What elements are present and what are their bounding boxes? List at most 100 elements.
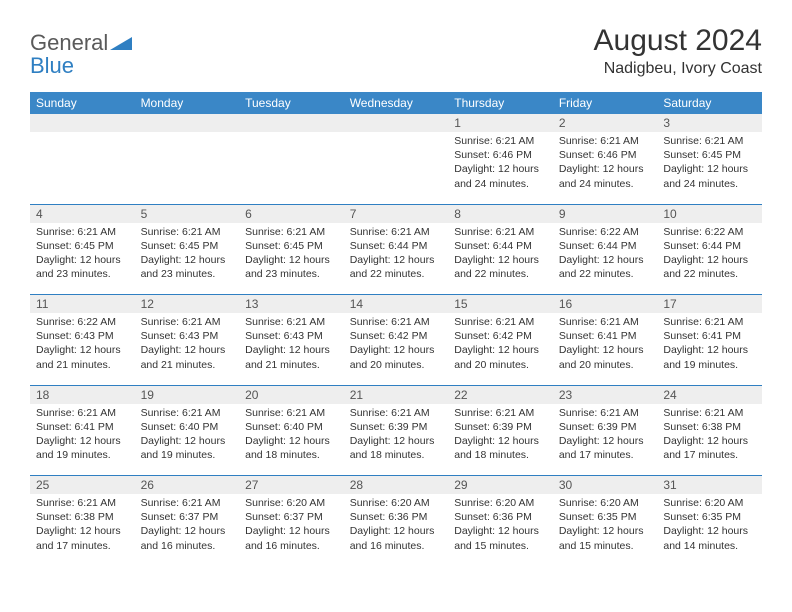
day-number-cell: 4 xyxy=(30,204,135,223)
day-number-cell: 27 xyxy=(239,476,344,495)
day-number-cell: 16 xyxy=(553,295,658,314)
day-header: Saturday xyxy=(657,92,762,114)
day-number-cell: 24 xyxy=(657,385,762,404)
day-header: Friday xyxy=(553,92,658,114)
week-content-row: Sunrise: 6:22 AMSunset: 6:43 PMDaylight:… xyxy=(30,313,762,385)
day-content: Sunrise: 6:21 AMSunset: 6:39 PMDaylight:… xyxy=(553,404,658,469)
day-number: 11 xyxy=(30,295,135,313)
day-content: Sunrise: 6:21 AMSunset: 6:46 PMDaylight:… xyxy=(448,132,553,197)
day-number: 13 xyxy=(239,295,344,313)
day-content-cell xyxy=(344,132,449,204)
day-content-cell xyxy=(135,132,240,204)
day-content-cell: Sunrise: 6:21 AMSunset: 6:42 PMDaylight:… xyxy=(344,313,449,385)
logo-text-1: General xyxy=(30,30,108,55)
day-number-cell: 26 xyxy=(135,476,240,495)
day-number-cell: 20 xyxy=(239,385,344,404)
day-number-cell: 14 xyxy=(344,295,449,314)
day-content: Sunrise: 6:22 AMSunset: 6:44 PMDaylight:… xyxy=(553,223,658,288)
day-content: Sunrise: 6:21 AMSunset: 6:45 PMDaylight:… xyxy=(30,223,135,288)
day-content-cell: Sunrise: 6:22 AMSunset: 6:44 PMDaylight:… xyxy=(553,223,658,295)
day-number xyxy=(30,114,135,132)
day-number: 2 xyxy=(553,114,658,132)
day-content: Sunrise: 6:21 AMSunset: 6:43 PMDaylight:… xyxy=(135,313,240,378)
day-content: Sunrise: 6:20 AMSunset: 6:35 PMDaylight:… xyxy=(553,494,658,559)
week-daynum-row: 25262728293031 xyxy=(30,476,762,495)
day-content-cell: Sunrise: 6:21 AMSunset: 6:43 PMDaylight:… xyxy=(135,313,240,385)
day-number: 12 xyxy=(135,295,240,313)
day-number: 4 xyxy=(30,205,135,223)
day-content-cell: Sunrise: 6:20 AMSunset: 6:35 PMDaylight:… xyxy=(657,494,762,566)
day-number-cell: 13 xyxy=(239,295,344,314)
day-number: 22 xyxy=(448,386,553,404)
day-content: Sunrise: 6:21 AMSunset: 6:42 PMDaylight:… xyxy=(344,313,449,378)
day-content: Sunrise: 6:21 AMSunset: 6:39 PMDaylight:… xyxy=(448,404,553,469)
week-content-row: Sunrise: 6:21 AMSunset: 6:38 PMDaylight:… xyxy=(30,494,762,566)
calendar-table: Sunday Monday Tuesday Wednesday Thursday… xyxy=(30,92,762,566)
day-number xyxy=(344,114,449,132)
day-content: Sunrise: 6:21 AMSunset: 6:43 PMDaylight:… xyxy=(239,313,344,378)
logo-text-2: Blue xyxy=(30,53,74,78)
day-number-cell: 10 xyxy=(657,204,762,223)
day-content-cell: Sunrise: 6:21 AMSunset: 6:41 PMDaylight:… xyxy=(553,313,658,385)
day-number-cell xyxy=(344,114,449,132)
day-number: 21 xyxy=(344,386,449,404)
page-title: August 2024 xyxy=(594,24,762,58)
day-content: Sunrise: 6:21 AMSunset: 6:40 PMDaylight:… xyxy=(135,404,240,469)
day-content: Sunrise: 6:21 AMSunset: 6:40 PMDaylight:… xyxy=(239,404,344,469)
week-content-row: Sunrise: 6:21 AMSunset: 6:46 PMDaylight:… xyxy=(30,132,762,204)
day-number-cell: 23 xyxy=(553,385,658,404)
day-content: Sunrise: 6:21 AMSunset: 6:45 PMDaylight:… xyxy=(135,223,240,288)
logo-triangle-icon xyxy=(110,33,132,55)
day-content: Sunrise: 6:20 AMSunset: 6:37 PMDaylight:… xyxy=(239,494,344,559)
day-number: 24 xyxy=(657,386,762,404)
day-number-cell: 2 xyxy=(553,114,658,132)
day-content-cell: Sunrise: 6:21 AMSunset: 6:39 PMDaylight:… xyxy=(344,404,449,476)
week-daynum-row: 11121314151617 xyxy=(30,295,762,314)
day-number: 17 xyxy=(657,295,762,313)
day-content-cell xyxy=(239,132,344,204)
day-number-cell: 30 xyxy=(553,476,658,495)
day-number: 31 xyxy=(657,476,762,494)
day-number-cell: 15 xyxy=(448,295,553,314)
day-number: 6 xyxy=(239,205,344,223)
day-number-cell xyxy=(239,114,344,132)
day-number-cell: 5 xyxy=(135,204,240,223)
day-number-cell: 7 xyxy=(344,204,449,223)
day-content-cell: Sunrise: 6:21 AMSunset: 6:45 PMDaylight:… xyxy=(135,223,240,295)
day-number: 1 xyxy=(448,114,553,132)
day-number-cell: 9 xyxy=(553,204,658,223)
day-content xyxy=(239,132,344,140)
day-content: Sunrise: 6:21 AMSunset: 6:41 PMDaylight:… xyxy=(553,313,658,378)
day-number: 8 xyxy=(448,205,553,223)
day-content-cell: Sunrise: 6:21 AMSunset: 6:46 PMDaylight:… xyxy=(553,132,658,204)
day-number-cell: 22 xyxy=(448,385,553,404)
day-content-cell: Sunrise: 6:22 AMSunset: 6:43 PMDaylight:… xyxy=(30,313,135,385)
day-content-cell: Sunrise: 6:21 AMSunset: 6:38 PMDaylight:… xyxy=(30,494,135,566)
day-content-cell: Sunrise: 6:20 AMSunset: 6:35 PMDaylight:… xyxy=(553,494,658,566)
calendar-page: GeneralBlue August 2024 Nadigbeu, Ivory … xyxy=(0,0,792,586)
day-content: Sunrise: 6:21 AMSunset: 6:45 PMDaylight:… xyxy=(239,223,344,288)
day-number-cell: 11 xyxy=(30,295,135,314)
day-content: Sunrise: 6:20 AMSunset: 6:36 PMDaylight:… xyxy=(448,494,553,559)
day-header: Tuesday xyxy=(239,92,344,114)
day-content: Sunrise: 6:20 AMSunset: 6:35 PMDaylight:… xyxy=(657,494,762,559)
week-content-row: Sunrise: 6:21 AMSunset: 6:41 PMDaylight:… xyxy=(30,404,762,476)
week-daynum-row: 123 xyxy=(30,114,762,132)
day-content: Sunrise: 6:20 AMSunset: 6:36 PMDaylight:… xyxy=(344,494,449,559)
day-content-cell: Sunrise: 6:21 AMSunset: 6:45 PMDaylight:… xyxy=(239,223,344,295)
day-number: 30 xyxy=(553,476,658,494)
day-header: Monday xyxy=(135,92,240,114)
day-content xyxy=(344,132,449,140)
day-content-cell: Sunrise: 6:21 AMSunset: 6:39 PMDaylight:… xyxy=(553,404,658,476)
calendar-body: 123Sunrise: 6:21 AMSunset: 6:46 PMDaylig… xyxy=(30,114,762,566)
day-number: 16 xyxy=(553,295,658,313)
day-number-cell: 29 xyxy=(448,476,553,495)
day-content: Sunrise: 6:21 AMSunset: 6:41 PMDaylight:… xyxy=(30,404,135,469)
page-subtitle: Nadigbeu, Ivory Coast xyxy=(594,60,762,78)
day-content: Sunrise: 6:21 AMSunset: 6:41 PMDaylight:… xyxy=(657,313,762,378)
day-content-cell: Sunrise: 6:21 AMSunset: 6:41 PMDaylight:… xyxy=(657,313,762,385)
day-content: Sunrise: 6:21 AMSunset: 6:42 PMDaylight:… xyxy=(448,313,553,378)
day-number: 29 xyxy=(448,476,553,494)
week-daynum-row: 18192021222324 xyxy=(30,385,762,404)
day-number: 15 xyxy=(448,295,553,313)
